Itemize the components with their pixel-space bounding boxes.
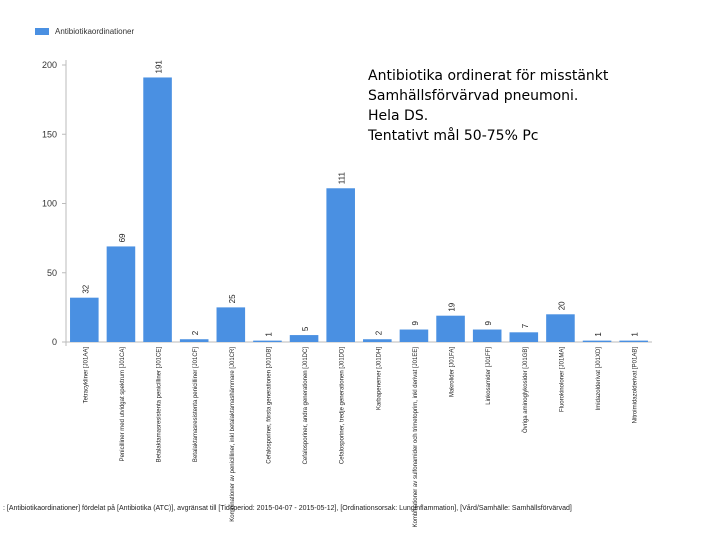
bar — [619, 340, 648, 342]
x-tick-label: Nitroimidazolderivat [P01AB] — [633, 347, 639, 424]
legend-label: Antibiotikaordinationer — [55, 27, 135, 36]
bar — [70, 297, 99, 342]
data-label: 1 — [631, 332, 640, 337]
bar — [253, 340, 282, 342]
data-label: 5 — [301, 326, 310, 331]
data-label: 19 — [448, 302, 457, 311]
bar — [582, 340, 612, 342]
data-label: 1 — [594, 332, 603, 337]
bar — [546, 314, 575, 342]
bar — [436, 315, 465, 342]
bar — [143, 77, 172, 342]
data-label: 2 — [374, 330, 383, 335]
x-tick-label: Fluorokinoloner [J01MA] — [559, 347, 565, 412]
x-tick-label: Betalaktamasresistenta penicilliner [J01… — [193, 347, 199, 462]
data-label: 25 — [228, 294, 237, 303]
bar — [106, 246, 136, 342]
data-label: 20 — [557, 301, 566, 310]
legend-swatch — [35, 28, 49, 35]
bar — [326, 188, 355, 342]
data-label: 32 — [81, 284, 90, 293]
x-tick-label: Övriga aminoglykosider [J01GB] — [522, 347, 529, 433]
data-label: 9 — [484, 321, 493, 326]
annotation-line: Samhällsförvärvad pneumoni. — [368, 88, 579, 104]
data-label: 111 — [338, 172, 347, 185]
footer-caption: : [Antibiotikaordinationer] fördelat på … — [3, 505, 572, 512]
y-tick-label: 50 — [47, 268, 57, 278]
x-tick-label: Imidazolderivat [J01XD] — [596, 347, 602, 411]
bar — [509, 332, 539, 342]
bar — [363, 339, 392, 342]
annotation-line: Hela DS. — [368, 108, 429, 124]
y-tick-label: 100 — [42, 199, 57, 209]
data-label: 191 — [155, 60, 164, 74]
data-label: 2 — [191, 330, 200, 335]
y-tick-label: 200 — [42, 60, 57, 70]
x-tick-label: Kombinationer av penicilliner, inkl beta… — [230, 347, 236, 522]
x-tick-label: Cefalosporiner, första generationen [J01… — [266, 347, 272, 464]
bar — [216, 307, 246, 342]
x-tick-label: Kombinationer av sulfonamider och trimet… — [413, 347, 419, 528]
x-tick-label: Tetracykliner [J01AA] — [83, 347, 89, 404]
bar — [472, 329, 502, 342]
chart-annotation: Antibiotika ordinerat för misstänkt Samh… — [368, 66, 608, 146]
data-label: 7 — [521, 323, 530, 328]
annotation-line: Antibiotika ordinerat för misstänkt — [368, 68, 609, 84]
y-tick-label: 0 — [52, 337, 57, 347]
data-label: 9 — [411, 321, 420, 326]
x-tick-label: Betalaktamasresistenta penicilliner [J01… — [157, 347, 163, 463]
x-tick-label: Linkosamider [J01FF] — [486, 347, 492, 405]
x-axis-labels: Tetracykliner [J01AA] Penicilliner med ut… — [83, 347, 638, 528]
annotation-line: Tentativt mål 50-75% Pc — [368, 128, 539, 144]
data-label: 1 — [264, 332, 273, 337]
x-tick-label: Makrolider [J01FA] — [450, 347, 456, 397]
x-tick-label: Cefalosporiner, andra generationen [J01D… — [303, 347, 309, 465]
x-tick-label: Karbapenemer [J01DH] — [376, 347, 382, 410]
legend: Antibiotikaordinationer — [35, 27, 134, 36]
bar — [399, 329, 429, 342]
x-tick-label: Cefalosporiner, tredje generationen [J01… — [340, 347, 346, 464]
bars — [70, 77, 648, 342]
y-tick-label: 150 — [42, 129, 57, 139]
bar — [179, 339, 209, 342]
data-label: 69 — [118, 233, 127, 242]
bar — [289, 335, 319, 342]
x-tick-label: Penicilliner med utvidgat spektrum [J01C… — [120, 347, 126, 462]
